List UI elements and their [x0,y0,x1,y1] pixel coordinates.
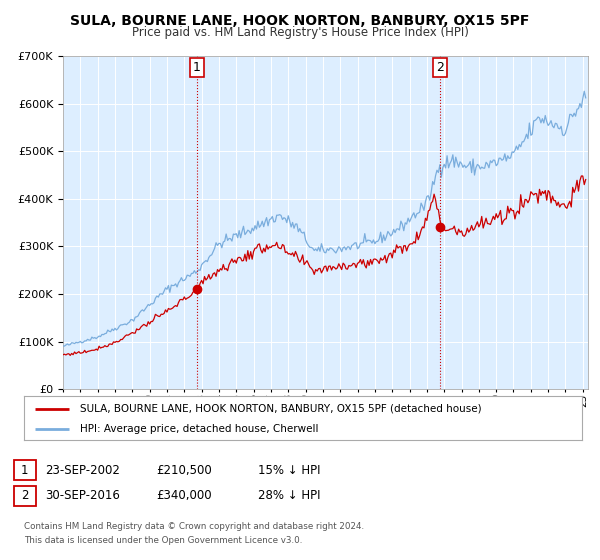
Text: This data is licensed under the Open Government Licence v3.0.: This data is licensed under the Open Gov… [24,536,302,545]
Text: SULA, BOURNE LANE, HOOK NORTON, BANBURY, OX15 5PF: SULA, BOURNE LANE, HOOK NORTON, BANBURY,… [70,14,530,28]
Text: Price paid vs. HM Land Registry's House Price Index (HPI): Price paid vs. HM Land Registry's House … [131,26,469,39]
Text: HPI: Average price, detached house, Cherwell: HPI: Average price, detached house, Cher… [80,424,319,434]
Text: 28% ↓ HPI: 28% ↓ HPI [258,489,320,502]
Text: 30-SEP-2016: 30-SEP-2016 [45,489,120,502]
Text: 23-SEP-2002: 23-SEP-2002 [45,464,120,477]
Text: 1: 1 [21,464,29,477]
Text: 1: 1 [193,61,201,74]
Text: £340,000: £340,000 [156,489,212,502]
Text: SULA, BOURNE LANE, HOOK NORTON, BANBURY, OX15 5PF (detached house): SULA, BOURNE LANE, HOOK NORTON, BANBURY,… [80,404,481,413]
Text: £210,500: £210,500 [156,464,212,477]
Text: 2: 2 [21,489,29,502]
Text: 2: 2 [436,61,444,74]
Text: 15% ↓ HPI: 15% ↓ HPI [258,464,320,477]
Text: Contains HM Land Registry data © Crown copyright and database right 2024.: Contains HM Land Registry data © Crown c… [24,522,364,531]
